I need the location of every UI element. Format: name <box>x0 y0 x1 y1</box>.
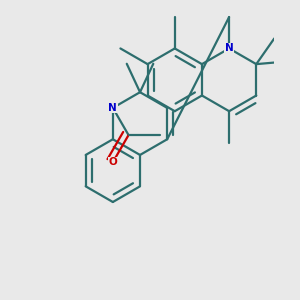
Text: N: N <box>109 103 117 113</box>
Text: N: N <box>225 44 233 53</box>
Text: O: O <box>109 157 117 167</box>
